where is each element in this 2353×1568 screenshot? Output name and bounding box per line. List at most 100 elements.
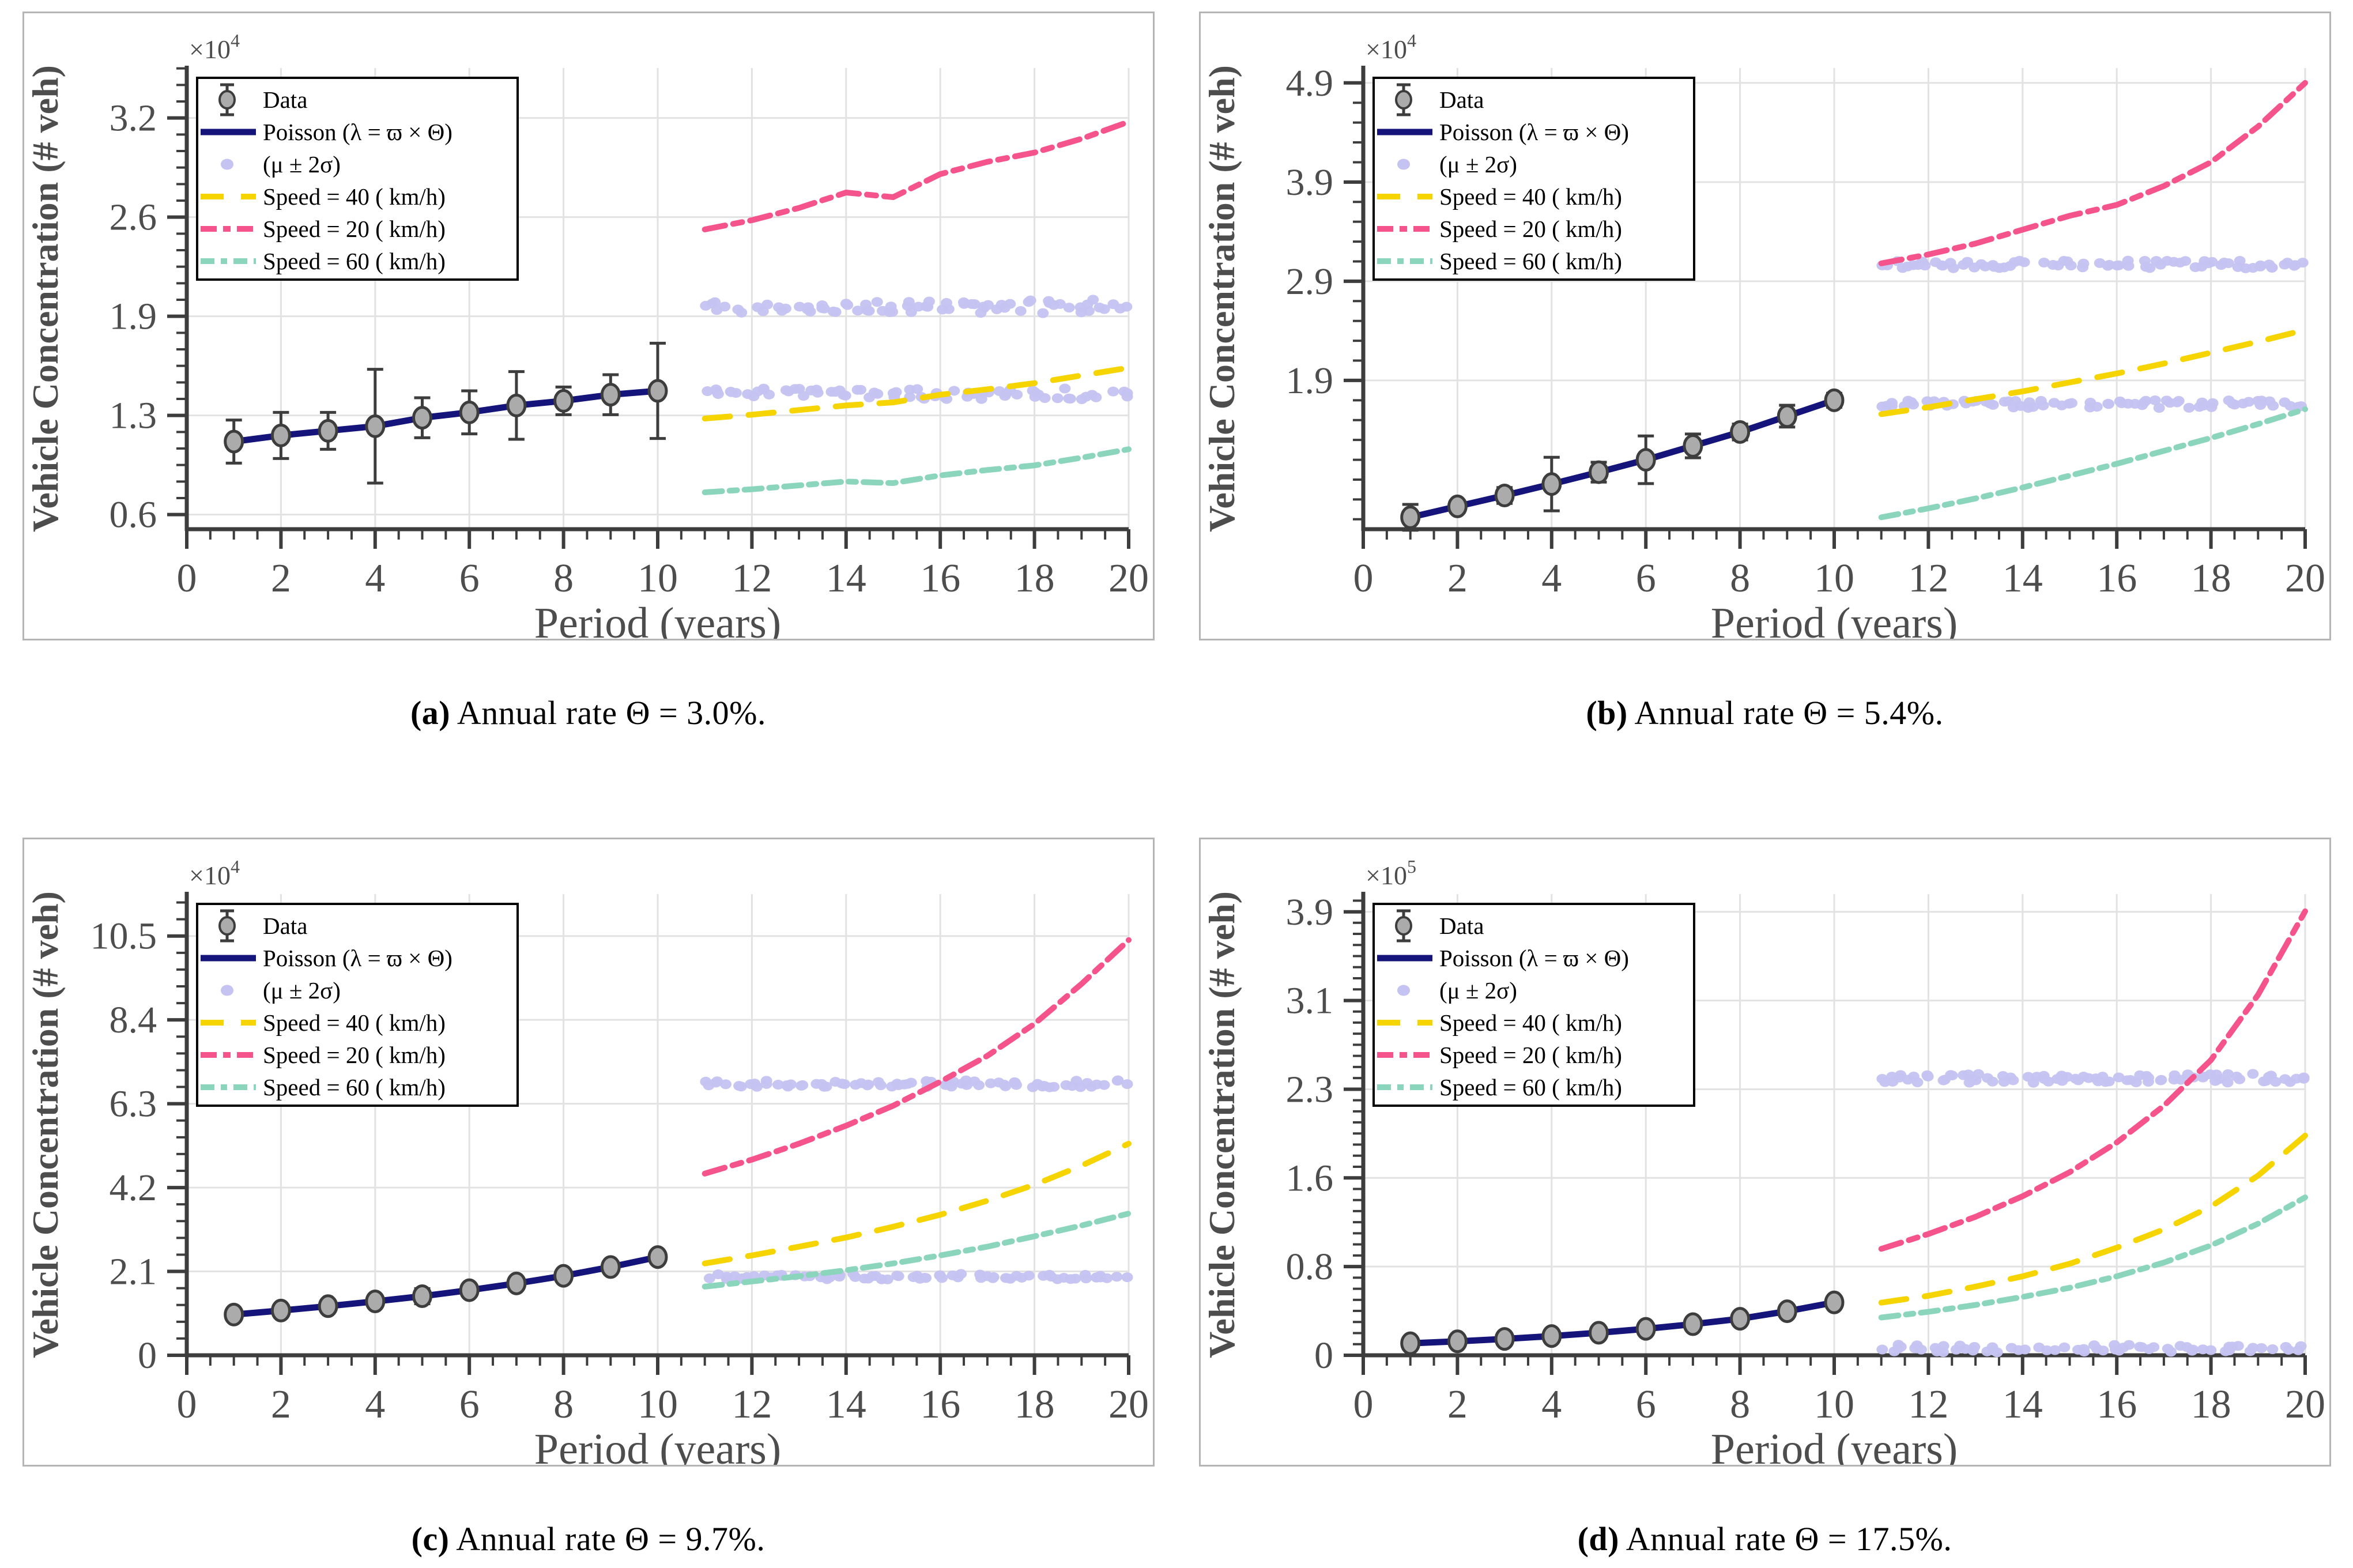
- legend-box: [1372, 903, 1695, 1107]
- data-point: [1494, 1327, 1515, 1351]
- x-tick-label: 8: [553, 1382, 574, 1427]
- x-tick-label: 20: [2285, 556, 2325, 601]
- y-axis-multiplier: ×104: [189, 30, 240, 64]
- chart-a: 0.6 1.3 1.9 2.6 3.2 0 2 4 6 8 10 12 14 16 18 20 Period (…: [25, 30, 1149, 639]
- data-point: [270, 1298, 291, 1322]
- axis-spines: [184, 892, 1129, 1358]
- x-tick-label: 18: [1014, 556, 1054, 601]
- x-tick-label: 6: [1635, 556, 1656, 601]
- data-point: [412, 406, 432, 430]
- legend-entry-label: Speed = 40 ( km/h): [263, 1009, 446, 1036]
- x-tick-label: 16: [920, 556, 960, 601]
- x-tick-label: 4: [1541, 1382, 1562, 1427]
- x-tick-label: 6: [459, 556, 479, 601]
- legend-entry-label: Speed = 40 ( km/h): [1439, 1009, 1622, 1036]
- data-point: [506, 393, 526, 417]
- gridlines: [186, 894, 1129, 1355]
- data-point: [318, 1294, 338, 1318]
- x-tick-label: 16: [920, 1382, 960, 1427]
- data-point: [459, 400, 480, 424]
- y-tick-label: 0.8: [1285, 1246, 1333, 1288]
- data-point: [223, 429, 244, 454]
- x-tick-label: 20: [2285, 1382, 2325, 1427]
- x-tick-label: 18: [1014, 1382, 1054, 1427]
- data-series: [1400, 388, 1844, 532]
- caption-b: (b) Annual rate Θ = 5.4%.: [1586, 693, 1943, 732]
- x-tick-label: 18: [2190, 1382, 2231, 1427]
- y-tick-label: 3.1: [1285, 980, 1333, 1022]
- axis-labels: 1.9 2.9 3.9 4.9 0 2 4 6 8 10 12 14 16 18 20 Period (yea…: [1201, 30, 2325, 639]
- y-tick-label: 10.5: [90, 915, 157, 958]
- data-point: [1777, 1299, 1797, 1324]
- x-tick-label: 10: [1814, 556, 1854, 601]
- y-tick-label: 4.2: [109, 1167, 157, 1209]
- speed20-line: [702, 937, 1132, 1177]
- x-tick-label: 2: [270, 556, 291, 601]
- caption-d: (d) Annual rate Θ = 17.5%.: [1578, 1520, 1952, 1558]
- x-tick-label: 12: [731, 556, 772, 601]
- data-point: [364, 414, 385, 438]
- data-point: [459, 1278, 480, 1302]
- speed60-line: [702, 1211, 1132, 1290]
- y-tick-label: 1.3: [109, 395, 157, 437]
- axis-labels: 0 0.8 1.6 2.3 3.1 3.9 0 2 4 6 8 10 12 14 16 18 20 Period …: [1201, 856, 2325, 1465]
- caption-c-text: Annual rate Θ = 9.7%.: [449, 1520, 766, 1558]
- y-tick-label: 4.9: [1285, 62, 1333, 104]
- data-point: [647, 1245, 668, 1269]
- data-point: [506, 1271, 526, 1295]
- data-point: [1447, 494, 1468, 518]
- legend-data-marker: [1394, 90, 1412, 110]
- caption-d-text: Annual rate Θ = 17.5%.: [1619, 1520, 1952, 1558]
- x-tick-label: 12: [1908, 556, 1948, 601]
- legend: Data Poisson (λ = ϖ × Θ) (μ ± 2σ) Speed = 4…: [195, 77, 519, 281]
- gridlines: [1363, 894, 2306, 1355]
- x-tick-label: 0: [176, 556, 197, 601]
- caption-c-label: (c): [411, 1520, 450, 1558]
- x-tick-label: 20: [1108, 1382, 1149, 1427]
- x-tick-label: 14: [2002, 556, 2042, 601]
- speed60-line: [1878, 1194, 2308, 1321]
- data-point: [1541, 472, 1562, 496]
- x-tick-label: 6: [459, 1382, 479, 1427]
- legend-entry-label: Speed = 40 ( km/h): [263, 183, 446, 210]
- y-tick-label: 1.9: [109, 296, 157, 338]
- x-tick-label: 0: [176, 1382, 197, 1427]
- x-axis-title: Period (years): [534, 1425, 780, 1465]
- x-tick-label: 10: [1814, 1382, 1854, 1427]
- legend-entry-label: Poisson (λ = ϖ × Θ): [263, 945, 452, 971]
- data-point: [1635, 448, 1656, 472]
- caption-b-text: Annual rate Θ = 5.4%.: [1627, 694, 1944, 732]
- x-tick-label: 2: [270, 1382, 291, 1427]
- legend-data-marker: [1394, 916, 1412, 936]
- data-series: [1400, 1290, 1844, 1355]
- mu-2sigma-band-dots: [1876, 255, 2309, 413]
- x-tick-label: 14: [825, 556, 866, 601]
- poisson-line: [1409, 397, 1835, 521]
- speed40-line: [1878, 327, 2308, 417]
- speed60-line: [1878, 406, 2308, 521]
- chart-d: 0 0.8 1.6 2.3 3.1 3.9 0 2 4 6 8 10 12 14 16 18 20 Period …: [1201, 856, 2325, 1465]
- y-tick-label: 6.3: [109, 1083, 157, 1125]
- x-tick-label: 0: [1353, 556, 1373, 601]
- caption-d-label: (d): [1577, 1520, 1619, 1558]
- data-point: [364, 1289, 385, 1313]
- x-tick-label: 12: [1908, 1382, 1948, 1427]
- speed20-line: [1878, 80, 2308, 266]
- axis-labels: 0 2.1 4.2 6.3 8.4 10.5 0 2 4 6 8 10 12 14 16 18 20 Period…: [25, 856, 1149, 1465]
- legend-entry-label: Data: [263, 913, 307, 939]
- poisson-line: [1409, 1299, 1835, 1347]
- x-tick-label: 2: [1447, 556, 1467, 601]
- legend-entry-label: Data: [1439, 913, 1484, 939]
- y-tick-label: 1.9: [1285, 360, 1333, 402]
- y-tick-label: 2.1: [109, 1251, 157, 1293]
- y-axis-title: Vehicle Concentration (# veh): [25, 891, 66, 1358]
- data-point: [647, 379, 668, 403]
- panel-d: 0 0.8 1.6 2.3 3.1 3.9 0 2 4 6 8 10 12 14 16 18 20 Period …: [1176, 826, 2353, 1558]
- data-point: [270, 423, 291, 447]
- x-axis-title: Period (years): [1710, 1425, 1957, 1465]
- data-point: [1447, 1329, 1468, 1354]
- y-tick-label: 0.6: [109, 494, 157, 536]
- legend-entry-label: (μ ± 2σ): [263, 151, 341, 178]
- x-tick-label: 10: [638, 556, 678, 601]
